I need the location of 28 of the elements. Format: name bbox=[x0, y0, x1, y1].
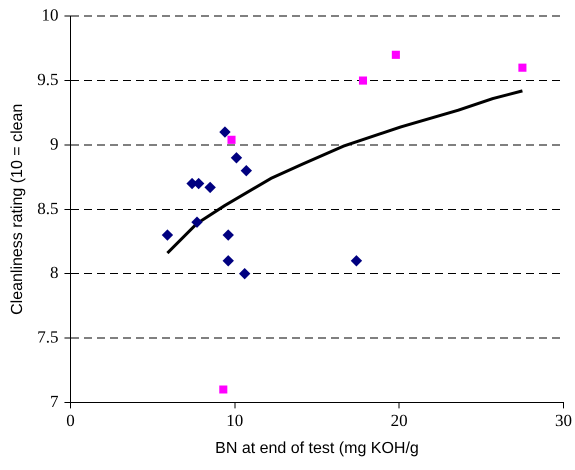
point bbox=[162, 230, 173, 241]
y-tick-label: 10 bbox=[41, 6, 58, 25]
x-tick-label: 0 bbox=[66, 411, 75, 430]
y-tick-label: 7.5 bbox=[37, 328, 58, 346]
x-axis-title: BN at end of test (mg KOH/g bbox=[215, 440, 419, 457]
point bbox=[204, 182, 216, 193]
y-tick-label: 9.5 bbox=[37, 70, 58, 90]
point bbox=[518, 64, 526, 72]
point bbox=[392, 50, 400, 59]
point bbox=[240, 165, 252, 176]
point bbox=[219, 126, 230, 138]
y-tick-label: 7 bbox=[50, 392, 59, 411]
point bbox=[227, 136, 236, 144]
point bbox=[358, 76, 368, 85]
y-axis-title: Cleanliness rating (10 = clean bbox=[9, 104, 26, 315]
x-tick-label: 10 bbox=[226, 411, 244, 430]
point bbox=[222, 230, 234, 241]
point bbox=[350, 255, 362, 266]
y-tick-label: 8.5 bbox=[37, 198, 58, 218]
x-tick-label: 20 bbox=[390, 411, 408, 430]
y-tick-label: 9 bbox=[50, 134, 58, 154]
point bbox=[239, 268, 250, 280]
point bbox=[192, 216, 202, 228]
point bbox=[219, 385, 228, 394]
y-tick-label: 8 bbox=[50, 263, 58, 282]
x-tick-label: 30 bbox=[555, 411, 572, 430]
point bbox=[222, 255, 234, 266]
point bbox=[230, 152, 242, 164]
